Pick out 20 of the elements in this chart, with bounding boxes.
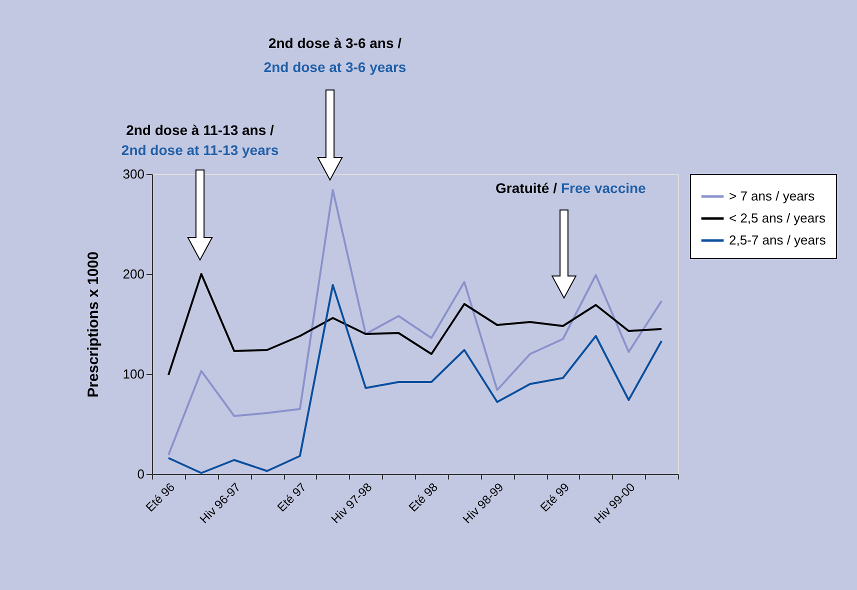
annotation: Gratuité / (496, 180, 558, 196)
y-tick-label: 300 (122, 166, 144, 182)
x-tick-label: Eté 96 (142, 480, 178, 515)
x-tick-label: Eté 98 (406, 480, 441, 515)
line-series (167, 273, 663, 376)
y-tick-label: 100 (122, 366, 144, 382)
annotation: Free vaccine (561, 180, 646, 196)
text: 2nd dose à 11-13 ans / (126, 122, 274, 138)
text: 2nd dose at 3-6 years (264, 59, 406, 75)
y-axis-title: Prescriptions x 1000 (84, 252, 102, 398)
text: 2nd dose at 11-13 years (121, 142, 279, 158)
legend-label: > 7 ans / years (729, 188, 816, 204)
x-tick-label: Eté 99 (537, 480, 572, 515)
x-tick-label: Eté 97 (274, 480, 310, 515)
legend-label: 2,5-7 ans / years (729, 232, 826, 248)
text: 2nd dose à 3-6 ans / (268, 35, 402, 51)
y-tick-label: 200 (122, 266, 144, 282)
line-series (167, 284, 663, 474)
y-tick-label: 0 (137, 466, 144, 482)
legend-label: < 2,5 ans / years (729, 210, 826, 226)
